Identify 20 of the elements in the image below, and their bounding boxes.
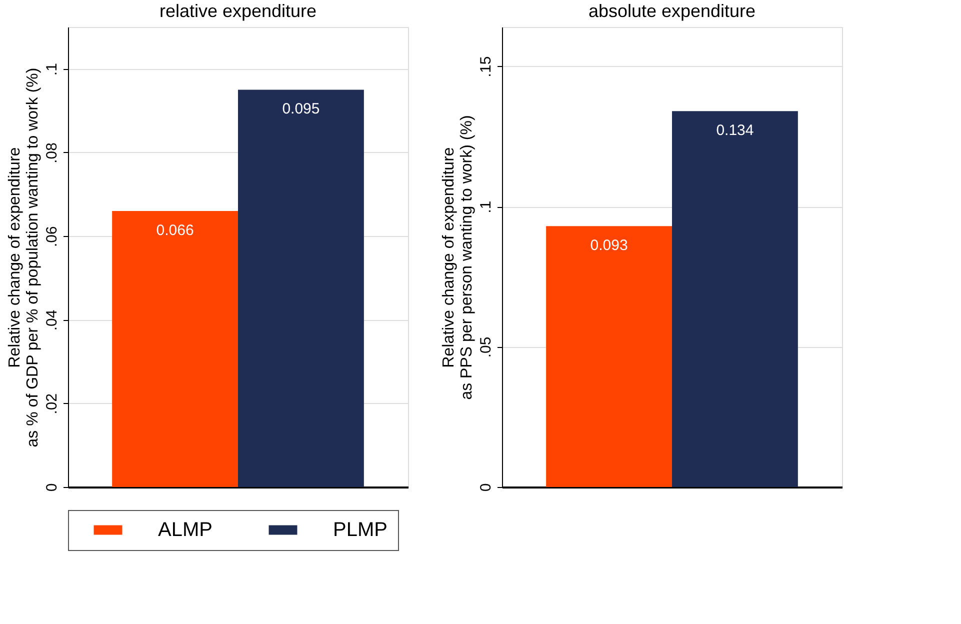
data-label: 0.066 <box>156 222 194 239</box>
y-tick-label: .06 <box>44 226 60 248</box>
y-tick-label: .05 <box>478 336 494 358</box>
data-label: 0.093 <box>590 237 628 254</box>
y-tick-label: .08 <box>44 142 60 164</box>
y-tick-label: 0 <box>478 483 494 492</box>
y-tick-label: .04 <box>44 310 60 331</box>
data-label: 0.134 <box>716 122 754 140</box>
chart-title: absolute expenditure <box>588 1 756 21</box>
y-axis-title: Relative change of expenditure as % of GDP per % of population wanting to work (%) <box>6 68 42 448</box>
data-label: 0.095 <box>282 100 320 118</box>
legend-label: ALMP <box>158 519 212 541</box>
y-axis-title: Relative change of expenditure as PPS per person wanting to work) (%) <box>440 115 476 400</box>
y-tick-label: .1 <box>44 63 60 76</box>
chart-title: relative expenditure <box>159 1 317 21</box>
legend-label: PLMP <box>333 519 388 541</box>
y-tick-label: .02 <box>44 393 60 414</box>
y-tick-label: 0 <box>44 483 60 492</box>
y-tick-label: .1 <box>478 200 494 214</box>
y-tick-label: .15 <box>478 56 494 78</box>
